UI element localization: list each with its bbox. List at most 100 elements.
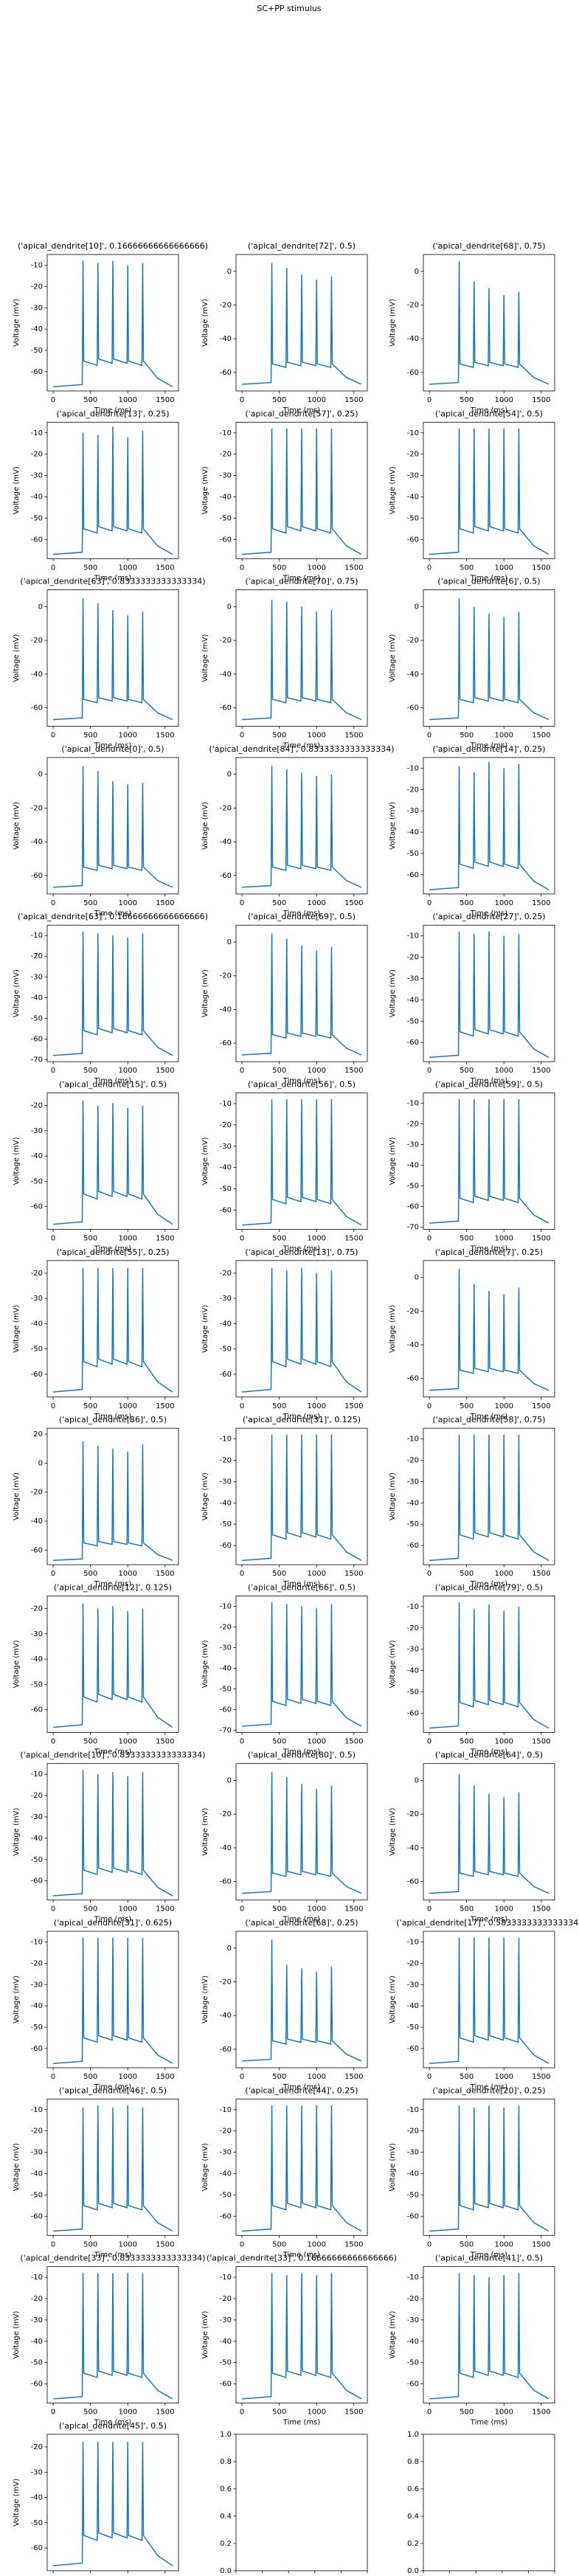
x-axis-label: Time (ms) xyxy=(94,574,132,582)
y-tick-label: -30 xyxy=(407,1478,419,1486)
y-tick-label: -10 xyxy=(220,1100,232,1108)
y-tick-label: -50 xyxy=(407,1520,419,1528)
y-tick-label: -40 xyxy=(407,493,419,501)
x-tick-label: 0 xyxy=(427,1905,431,1914)
x-tick-label: 1000 xyxy=(119,2073,137,2081)
y-tick-label: -60 xyxy=(220,2046,232,2054)
x-tick-label: 1500 xyxy=(344,899,363,907)
subplot-title: ('apical_dendrite[86]', 0.5) xyxy=(59,1415,167,1424)
y-axis-label: Voltage (mV) xyxy=(13,2143,21,2191)
subplot: 0.00.20.40.60.81.00.00.20.40.60.81.0 xyxy=(220,2431,373,2576)
x-tick-label: 500 xyxy=(460,1402,474,1410)
x-tick-label: 1500 xyxy=(532,1402,550,1410)
x-tick-label: 500 xyxy=(272,1067,286,1075)
y-tick-label: -50 xyxy=(31,347,43,355)
y-tick-label: 20 xyxy=(33,1430,43,1438)
x-axis-label: Time (ms) xyxy=(94,1580,132,1588)
y-axis-label: Voltage (mV) xyxy=(13,2310,21,2358)
y-tick-label: -50 xyxy=(407,1017,419,1025)
axes-frame xyxy=(46,1595,179,1733)
x-tick-label: 500 xyxy=(460,2240,474,2248)
axes-frame xyxy=(235,1427,368,1565)
subplot-title: ('apical_dendrite[55]', 0.25) xyxy=(56,1247,169,1257)
y-tick-label: 0 xyxy=(415,1274,419,1282)
subplot: 0 500 1000 1500 -60 -40 -20 0 ('apical_dendrite[… xyxy=(389,241,555,415)
y-tick-label: -60 xyxy=(220,872,232,880)
y-axis-label: Voltage (mV) xyxy=(389,2143,397,2191)
x-tick-label: 0 xyxy=(427,732,431,740)
y-tick-label: -10 xyxy=(220,1436,232,1444)
y-tick-label: -60 xyxy=(31,368,43,376)
axes-frame xyxy=(235,2098,368,2236)
x-tick-label: 1500 xyxy=(532,564,550,572)
x-axis-label: Time (ms) xyxy=(470,742,508,750)
subplot: 0 500 1000 1500 -60 -50 -40 -30 -20 -10 ('apical_d… xyxy=(389,912,555,1085)
subplot-title: ('apical_dendrite[57]', 0.25) xyxy=(245,409,358,418)
y-tick-label: -40 xyxy=(220,1665,232,1673)
x-tick-label: 0 xyxy=(427,1067,431,1075)
y-tick-label: -20 xyxy=(220,1456,232,1464)
y-axis-label: Voltage (mV) xyxy=(389,1137,397,1185)
y-axis-label: Voltage (mV) xyxy=(201,466,209,514)
y-tick-label: 0.4 xyxy=(220,2513,232,2521)
y-axis-label: Voltage (mV) xyxy=(13,466,21,514)
y-tick-label: -40 xyxy=(220,1164,232,1172)
y-axis-label: Voltage (mV) xyxy=(13,634,21,682)
y-tick-label: -60 xyxy=(407,536,419,544)
axes-frame xyxy=(46,254,179,392)
subplot-title: ('apical_dendrite[6]', 0.5) xyxy=(437,577,540,586)
x-tick-label: 0 xyxy=(427,1737,431,1745)
y-tick-label: -50 xyxy=(407,1688,419,1696)
y-tick-label: -10 xyxy=(407,2274,419,2282)
subplot: 0 500 1000 1500 -60 -50 -40 -30 -20 -10 ('apical_d… xyxy=(389,2085,555,2259)
y-tick-label: -50 xyxy=(31,1014,43,1022)
x-tick-label: 500 xyxy=(83,1402,97,1410)
y-axis-label: Voltage (mV) xyxy=(13,1976,21,2023)
x-tick-label: 1000 xyxy=(495,1570,513,1578)
y-tick-label: -50 xyxy=(31,1856,43,1864)
axes-frame xyxy=(423,757,555,895)
y-axis-label: Voltage (mV) xyxy=(201,1137,209,1185)
y-tick-label: -20 xyxy=(407,451,419,459)
x-tick-label: 1500 xyxy=(344,1737,363,1745)
axes-frame xyxy=(235,2434,368,2572)
x-tick-label: 500 xyxy=(272,396,286,404)
y-tick-label: -20 xyxy=(31,1270,43,1278)
y-tick-label: -50 xyxy=(407,2359,419,2367)
y-tick-label: -60 xyxy=(220,1878,232,1886)
y-tick-label: -50 xyxy=(31,1346,43,1354)
axes-frame xyxy=(423,2266,555,2404)
y-tick-label: -30 xyxy=(220,2316,232,2324)
subplot-title: ('apical_dendrite[66]', 0.5) xyxy=(248,1582,356,1592)
x-tick-label: 0 xyxy=(240,1402,244,1410)
y-tick-label: -10 xyxy=(31,261,43,269)
voltage-line xyxy=(53,1441,173,1561)
voltage-line xyxy=(53,260,173,387)
x-tick-label: 1000 xyxy=(119,1067,137,1075)
voltage-line xyxy=(242,766,362,888)
x-tick-label: 1500 xyxy=(156,1570,174,1578)
subplot: 0.00.20.40.60.81.00.00.20.40.60.81.0 xyxy=(407,2431,561,2576)
y-axis-label: Voltage (mV) xyxy=(13,2479,21,2527)
y-tick-label: -60 xyxy=(31,2544,43,2552)
y-tick-label: -50 xyxy=(31,1680,43,1689)
x-tick-label: 0 xyxy=(427,899,431,907)
x-tick-label: 0 xyxy=(240,396,244,404)
axes-frame xyxy=(46,2098,179,2236)
y-tick-label: -30 xyxy=(31,2468,43,2476)
y-tick-label: -40 xyxy=(31,1517,43,1526)
y-tick-label: -20 xyxy=(220,804,232,812)
x-tick-label: 0 xyxy=(51,899,55,907)
y-axis-label: Voltage (mV) xyxy=(13,1808,21,1856)
y-tick-label: -40 xyxy=(220,1499,232,1507)
x-tick-label: 0 xyxy=(427,1570,431,1578)
x-axis-label: Time (ms) xyxy=(282,910,321,918)
x-tick-label: 500 xyxy=(272,1570,286,1578)
y-axis-label: Voltage (mV) xyxy=(13,969,21,1017)
y-tick-label: 0 xyxy=(227,938,232,946)
x-tick-label: 500 xyxy=(460,1235,474,1243)
x-tick-label: 0 xyxy=(51,2240,55,2248)
x-tick-label: 1500 xyxy=(344,2073,363,2081)
y-tick-label: -50 xyxy=(220,514,232,522)
y-tick-label: -10 xyxy=(407,932,419,941)
